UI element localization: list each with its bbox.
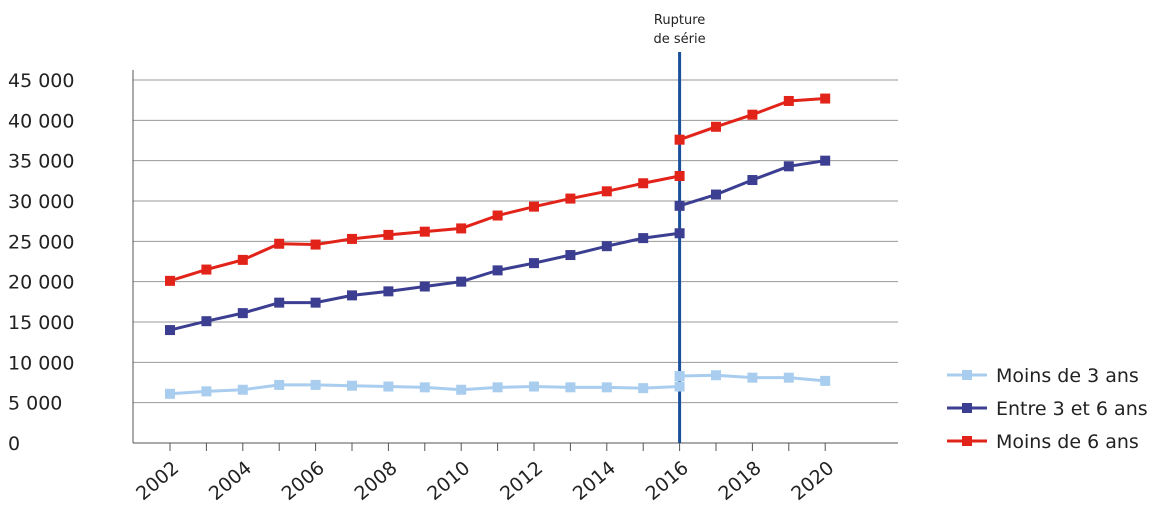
data-point-moins-de-6-ans [711,121,721,132]
y-tick-label: 10 000 [8,352,74,374]
annotation-line-2: de série [654,32,706,47]
x-tick-label: 2002 [132,457,183,505]
data-point-moins-de-6-ans [747,109,758,120]
legend-marker-moins-de-3-ans [962,370,972,380]
y-tick-label: 40 000 [8,110,74,132]
legend: Moins de 3 ans Entre 3 et 6 ans Moins de 6… [947,365,1148,453]
y-tick-label: 35 000 [8,151,74,173]
data-point-moins-de-3-ans [347,380,357,391]
legend-marker-moins-de-6-ans [962,436,972,446]
data-point-entre-3-et-6-ans [310,297,321,308]
data-point-entre-3-et-6-ans [492,265,503,276]
data-point-entre-3-et-6-ans [747,175,758,186]
data-point-moins-de-3-ans [383,381,394,392]
legend-label-entre-3-et-6-ans: Entre 3 et 6 ans [996,398,1148,420]
data-point-entre-3-et-6-ans [529,258,539,269]
data-point-moins-de-3-ans [674,371,685,382]
data-point-moins-de-3-ans [165,388,175,399]
data-point-moins-de-6-ans [237,254,248,265]
data-point-moins-de-3-ans [419,382,430,393]
gridlines [133,79,898,404]
y-tick-label: 5 000 [8,393,62,415]
x-tick-labels: 2002 2004 2006 2008 2010 2012 2014 2016 2018 2020 [132,457,838,505]
data-point-entre-3-et-6-ans [201,316,212,327]
data-point-moins-de-6-ans [674,134,685,145]
series [165,93,831,399]
data-point-moins-de-6-ans [165,275,175,286]
data-point-entre-3-et-6-ans [456,276,467,287]
y-tick-label: 20 000 [8,272,74,294]
x-tick-label: 2004 [205,457,256,505]
data-point-entre-3-et-6-ans [638,233,649,244]
data-point-moins-de-6-ans [419,226,430,237]
data-point-moins-de-3-ans [492,382,503,393]
data-point-moins-de-6-ans [820,93,831,104]
data-point-moins-de-3-ans [783,372,794,383]
data-point-moins-de-6-ans [783,95,794,106]
data-point-entre-3-et-6-ans [674,200,685,211]
data-point-entre-3-et-6-ans [165,325,175,336]
data-point-entre-3-et-6-ans [347,290,357,301]
data-point-moins-de-3-ans [601,382,612,393]
y-tick-labels: 0 5 000 10 000 15 000 20 000 25 000 30 000 35 0… [8,70,74,455]
y-tick-label: 0 [8,433,20,455]
x-tick-label: 2018 [714,457,765,505]
data-point-entre-3-et-6-ans [674,228,685,239]
data-point-moins-de-3-ans [747,372,758,383]
data-point-moins-de-3-ans [711,370,721,381]
axes [132,70,898,451]
data-point-moins-de-3-ans [638,383,649,394]
data-point-entre-3-et-6-ans [274,297,285,308]
x-tick-label: 2010 [423,457,474,505]
data-point-entre-3-et-6-ans [711,189,721,200]
data-point-moins-de-6-ans [347,233,357,244]
data-point-moins-de-6-ans [201,264,212,275]
data-point-entre-3-et-6-ans [783,161,794,172]
data-point-moins-de-3-ans [820,375,831,386]
data-point-moins-de-3-ans [529,381,539,392]
data-point-moins-de-3-ans [274,379,285,390]
data-point-moins-de-6-ans [492,210,503,221]
data-point-moins-de-6-ans [674,170,685,181]
data-point-moins-de-6-ans [456,223,467,234]
data-point-entre-3-et-6-ans [565,250,576,261]
data-point-moins-de-3-ans [565,382,576,393]
y-tick-label: 25 000 [8,231,74,253]
y-tick-label: 45 000 [8,70,74,92]
data-point-moins-de-6-ans [529,201,539,212]
data-point-moins-de-3-ans [237,384,248,395]
data-point-entre-3-et-6-ans [237,308,248,319]
x-tick-label: 2016 [642,457,693,505]
y-tick-label: 30 000 [8,191,74,213]
data-point-moins-de-3-ans [201,386,212,397]
x-tick-label: 2014 [569,457,620,505]
data-point-moins-de-6-ans [601,186,612,197]
data-point-moins-de-3-ans [310,379,321,390]
data-point-entre-3-et-6-ans [383,286,394,297]
data-point-moins-de-6-ans [565,193,576,204]
legend-label-moins-de-3-ans: Moins de 3 ans [996,365,1139,387]
data-point-moins-de-6-ans [310,239,321,250]
x-tick-label: 2012 [496,457,547,505]
legend-label-moins-de-6-ans: Moins de 6 ans [996,431,1139,453]
legend-marker-entre-3-et-6-ans [962,403,972,413]
y-tick-label: 15 000 [8,312,74,334]
data-point-entre-3-et-6-ans [419,281,430,292]
data-point-entre-3-et-6-ans [820,155,831,166]
data-point-moins-de-6-ans [274,238,285,249]
x-tick-label: 2020 [787,457,838,505]
data-point-moins-de-3-ans [456,384,467,395]
data-point-moins-de-3-ans [674,381,685,392]
annotation-line-1: Rupture [654,13,705,28]
data-point-moins-de-6-ans [383,229,394,240]
data-point-moins-de-6-ans [638,178,649,189]
x-tick-label: 2006 [278,457,329,505]
data-point-entre-3-et-6-ans [601,241,612,252]
x-tick-label: 2008 [350,457,401,505]
